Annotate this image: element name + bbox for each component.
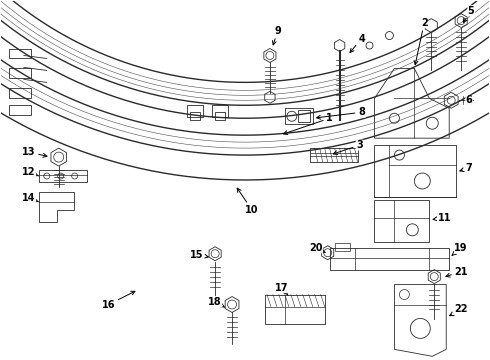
Text: 16: 16 — [102, 291, 135, 310]
Text: 12: 12 — [22, 167, 39, 177]
Text: 3: 3 — [333, 140, 363, 154]
Text: 22: 22 — [450, 305, 468, 316]
Bar — [9, 88, 31, 98]
Text: 19: 19 — [452, 243, 468, 255]
Bar — [374, 200, 429, 242]
Text: 18: 18 — [208, 297, 225, 307]
Text: 6: 6 — [466, 95, 472, 105]
Text: 20: 20 — [309, 243, 325, 253]
Bar — [374, 145, 456, 197]
Bar — [330, 248, 449, 270]
Text: 1: 1 — [284, 113, 333, 135]
Text: 13: 13 — [22, 147, 47, 157]
Bar — [212, 105, 228, 117]
Text: 5: 5 — [464, 6, 474, 22]
Text: 17: 17 — [275, 283, 289, 295]
Text: 14: 14 — [22, 193, 39, 203]
Text: 11: 11 — [433, 213, 451, 223]
Bar — [9, 49, 31, 58]
Text: 8: 8 — [317, 107, 365, 119]
Text: 21: 21 — [446, 267, 468, 277]
Bar — [335, 243, 349, 251]
Text: 10: 10 — [237, 188, 259, 215]
Text: 7: 7 — [460, 163, 472, 173]
Bar — [310, 148, 358, 162]
Bar — [190, 112, 200, 120]
Bar — [187, 105, 203, 117]
Bar — [298, 110, 310, 122]
Text: 4: 4 — [350, 33, 365, 53]
Bar — [9, 68, 31, 78]
Bar — [285, 108, 313, 124]
Bar — [39, 170, 87, 182]
Text: 2: 2 — [414, 18, 428, 65]
Text: 9: 9 — [272, 26, 281, 45]
Bar — [265, 294, 325, 324]
Text: 15: 15 — [191, 250, 208, 260]
Bar — [9, 105, 31, 115]
Bar — [215, 112, 225, 120]
